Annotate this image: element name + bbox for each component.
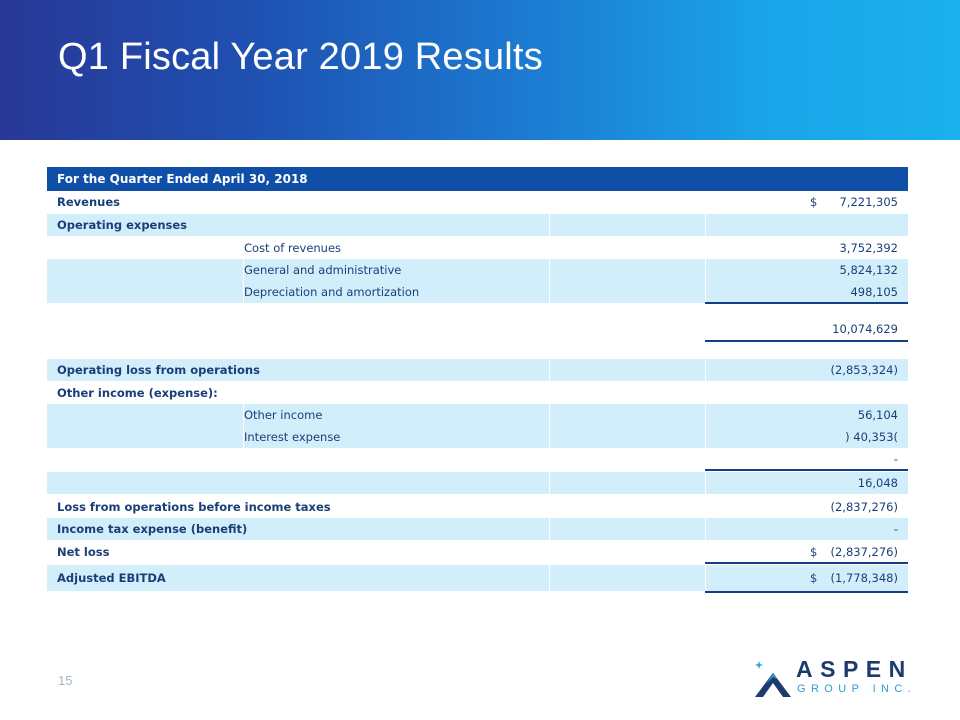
table-row-operating-expenses: Operating expenses bbox=[47, 214, 908, 236]
row-value: - bbox=[893, 452, 898, 466]
total-rule bbox=[705, 591, 908, 593]
table-row-operating-loss: Operating loss from operations (2,853,32… bbox=[47, 359, 908, 381]
table-row-adjusted-ebitda: Adjusted EBITDA $ (1,778,348) bbox=[47, 565, 908, 591]
slide-title: Q1 Fiscal Year 2019 Results bbox=[58, 36, 543, 78]
table-row-net-loss: Net loss $ (2,837,276) bbox=[47, 541, 908, 563]
row-value: 5,824,132 bbox=[839, 263, 898, 277]
row-currency: $ bbox=[810, 545, 818, 559]
logo-name: ASPEN bbox=[796, 656, 913, 682]
row-label: Adjusted EBITDA bbox=[57, 571, 166, 585]
row-label: Cost of revenues bbox=[244, 241, 342, 255]
row-value: (2,837,276) bbox=[830, 545, 898, 559]
table-header-label: For the Quarter Ended April 30, 2018 bbox=[57, 172, 308, 186]
row-currency: $ bbox=[810, 571, 818, 585]
company-logo: ASPEN GROUP INC. bbox=[753, 656, 923, 699]
subtotal-rule bbox=[705, 562, 908, 564]
table-row-general-admin: General and administrative 5,824,132 bbox=[47, 259, 908, 281]
row-label: Income tax expense (benefit) bbox=[57, 522, 248, 536]
row-value: 56,104 bbox=[857, 408, 898, 422]
row-label: Operating expenses bbox=[57, 218, 188, 232]
row-value: 3,752,392 bbox=[839, 241, 898, 255]
row-value: 7,221,305 bbox=[839, 195, 898, 209]
table-row-other-income: Other income 56,104 bbox=[47, 404, 908, 426]
title-banner: Q1 Fiscal Year 2019 Results bbox=[0, 0, 960, 140]
row-label: Other income (expense): bbox=[57, 386, 218, 400]
subtotal-rule bbox=[705, 302, 908, 304]
row-value: (2,853,324) bbox=[830, 363, 898, 377]
row-value: ) 40,353( bbox=[845, 430, 898, 444]
table-row-interest-expense: Interest expense ) 40,353( bbox=[47, 426, 908, 448]
row-label: Revenues bbox=[57, 195, 120, 209]
table-header: For the Quarter Ended April 30, 2018 bbox=[47, 167, 908, 191]
row-label: Interest expense bbox=[244, 430, 341, 444]
row-value: 10,074,629 bbox=[832, 322, 898, 336]
mountain-logo-icon bbox=[755, 661, 791, 697]
table-row-blank: - bbox=[47, 448, 908, 470]
row-label: Depreciation and amortization bbox=[244, 285, 420, 299]
row-label: Net loss bbox=[57, 545, 110, 559]
row-currency: $ bbox=[810, 195, 818, 209]
row-label: General and administrative bbox=[244, 263, 402, 277]
table-row-revenues: Revenues $ 7,221,305 bbox=[47, 191, 908, 213]
table-row-income-tax: Income tax expense (benefit) - bbox=[47, 518, 908, 540]
table-row-total-expenses: 10,074,629 bbox=[47, 317, 908, 341]
row-value: (1,778,348) bbox=[830, 571, 898, 585]
table-row-cost-of-revenues: Cost of revenues 3,752,392 bbox=[47, 237, 908, 259]
row-value: (2,837,276) bbox=[830, 500, 898, 514]
table-row-loss-before-taxes: Loss from operations before income taxes… bbox=[47, 496, 908, 518]
table-row-other-income-expense: Other income (expense): bbox=[47, 382, 908, 404]
row-value: 498,105 bbox=[850, 285, 898, 299]
row-label: Loss from operations before income taxes bbox=[57, 500, 331, 514]
total-rule bbox=[705, 340, 908, 342]
table-row-other-total: 16,048 bbox=[47, 472, 908, 494]
table-row-depreciation: Depreciation and amortization 498,105 bbox=[47, 281, 908, 303]
row-value: 16,048 bbox=[857, 476, 898, 490]
row-label: Other income bbox=[244, 408, 323, 422]
subtotal-rule bbox=[705, 469, 908, 471]
row-value: - bbox=[893, 522, 898, 536]
logo-subtitle: GROUP INC. bbox=[797, 683, 917, 695]
page-number: 15 bbox=[58, 673, 73, 688]
row-label: Operating loss from operations bbox=[57, 363, 260, 377]
